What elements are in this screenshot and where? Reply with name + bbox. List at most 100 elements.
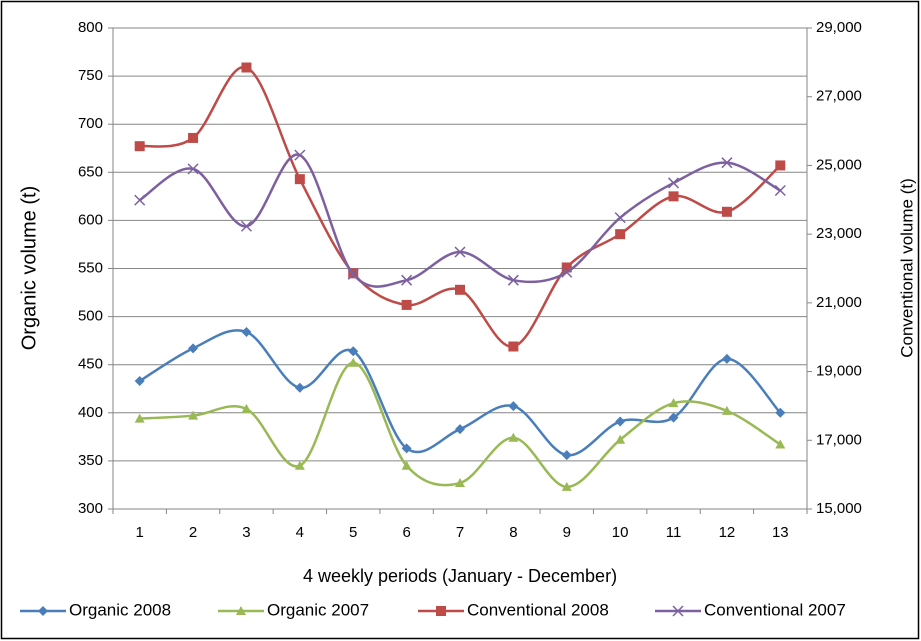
legend-marker [672, 605, 684, 617]
point [668, 398, 679, 408]
legend-marker [236, 606, 246, 615]
y2-axis-title: Conventional volume (t) [897, 178, 916, 358]
point [615, 229, 626, 240]
point [294, 382, 305, 393]
y-tick-label: 400 [78, 404, 103, 421]
y2-tick-label: 15,000 [816, 500, 862, 517]
x-tick-label: 2 [189, 524, 197, 541]
point [508, 341, 519, 352]
point [241, 62, 252, 73]
point [721, 405, 732, 415]
y-tick-label: 300 [78, 500, 103, 517]
point [615, 434, 626, 444]
y-tick-label: 800 [78, 19, 103, 36]
point [561, 450, 572, 461]
x-tick-label: 9 [563, 524, 571, 541]
point [188, 410, 199, 420]
point [615, 416, 626, 427]
y-tick-label: 700 [78, 115, 103, 132]
y-tick-label: 350 [78, 452, 103, 469]
point [455, 284, 465, 295]
point [668, 177, 680, 189]
x-tick-label: 10 [612, 524, 629, 541]
y-tick-label: 550 [78, 259, 103, 276]
point [508, 432, 519, 442]
legend-label: Organic 2007 [267, 600, 369, 619]
y2-tick-label: 27,000 [816, 88, 862, 105]
x-tick-label: 5 [349, 524, 357, 541]
point [668, 412, 679, 423]
point [775, 439, 786, 449]
point [401, 460, 412, 470]
legend-label: Conventional 2007 [704, 600, 846, 619]
point [561, 262, 572, 273]
point [455, 478, 465, 488]
x-tick-label: 4 [296, 524, 304, 541]
point [188, 343, 199, 354]
point [721, 157, 733, 169]
point [774, 184, 786, 197]
legend-marker [38, 606, 48, 616]
y-tick-label: 650 [78, 163, 103, 180]
point [294, 174, 305, 185]
y-tick-label: 500 [78, 308, 103, 325]
x-tick-label: 13 [772, 524, 789, 541]
point [294, 460, 305, 470]
point [455, 424, 465, 435]
point [561, 481, 572, 491]
point [507, 274, 519, 286]
x-tick-label: 11 [666, 524, 682, 541]
point [401, 299, 412, 310]
point [401, 443, 412, 454]
x-tick-label: 6 [402, 524, 410, 541]
point [454, 246, 466, 258]
y2-tick-label: 25,000 [816, 156, 862, 173]
point [134, 376, 145, 387]
y2-tick-label: 17,000 [816, 431, 862, 448]
point [561, 266, 573, 278]
y-tick-label: 450 [78, 356, 103, 373]
point [668, 191, 679, 202]
point [241, 403, 252, 413]
point [294, 149, 306, 161]
point [775, 160, 786, 171]
point [187, 163, 199, 175]
point [508, 401, 519, 412]
x-axis-title: 4 weekly periods (January - December) [303, 566, 617, 586]
point [614, 212, 626, 224]
x-tick-label: 1 [136, 524, 144, 541]
series [134, 326, 786, 461]
point [775, 407, 786, 418]
y2-tick-label: 23,000 [816, 225, 862, 242]
point [240, 220, 252, 232]
x-tick-label: 8 [509, 524, 517, 541]
x-tick-label: 3 [242, 524, 250, 541]
legend-label: Conventional 2008 [467, 600, 609, 619]
x-tick-label: 12 [719, 524, 736, 541]
y2-tick-label: 19,000 [816, 363, 862, 380]
point [134, 413, 145, 423]
y-tick-label: 600 [78, 211, 103, 228]
line [139, 361, 781, 489]
y2-tick-label: 21,000 [816, 294, 862, 311]
y2-tick-label: 29,000 [816, 19, 862, 36]
y-tick-label: 750 [78, 67, 103, 84]
y-axis-title: Organic volume (t) [18, 186, 40, 351]
point [134, 194, 146, 206]
point [348, 357, 359, 367]
point [241, 326, 252, 337]
legend-marker [436, 606, 446, 616]
point [401, 274, 413, 286]
series [134, 62, 786, 352]
point [188, 132, 199, 143]
x-tick-label: 7 [456, 524, 464, 541]
point [134, 141, 145, 152]
series [134, 149, 786, 288]
point [721, 353, 732, 364]
series [134, 357, 786, 491]
point [348, 346, 359, 357]
point [721, 206, 732, 217]
point [347, 268, 359, 280]
